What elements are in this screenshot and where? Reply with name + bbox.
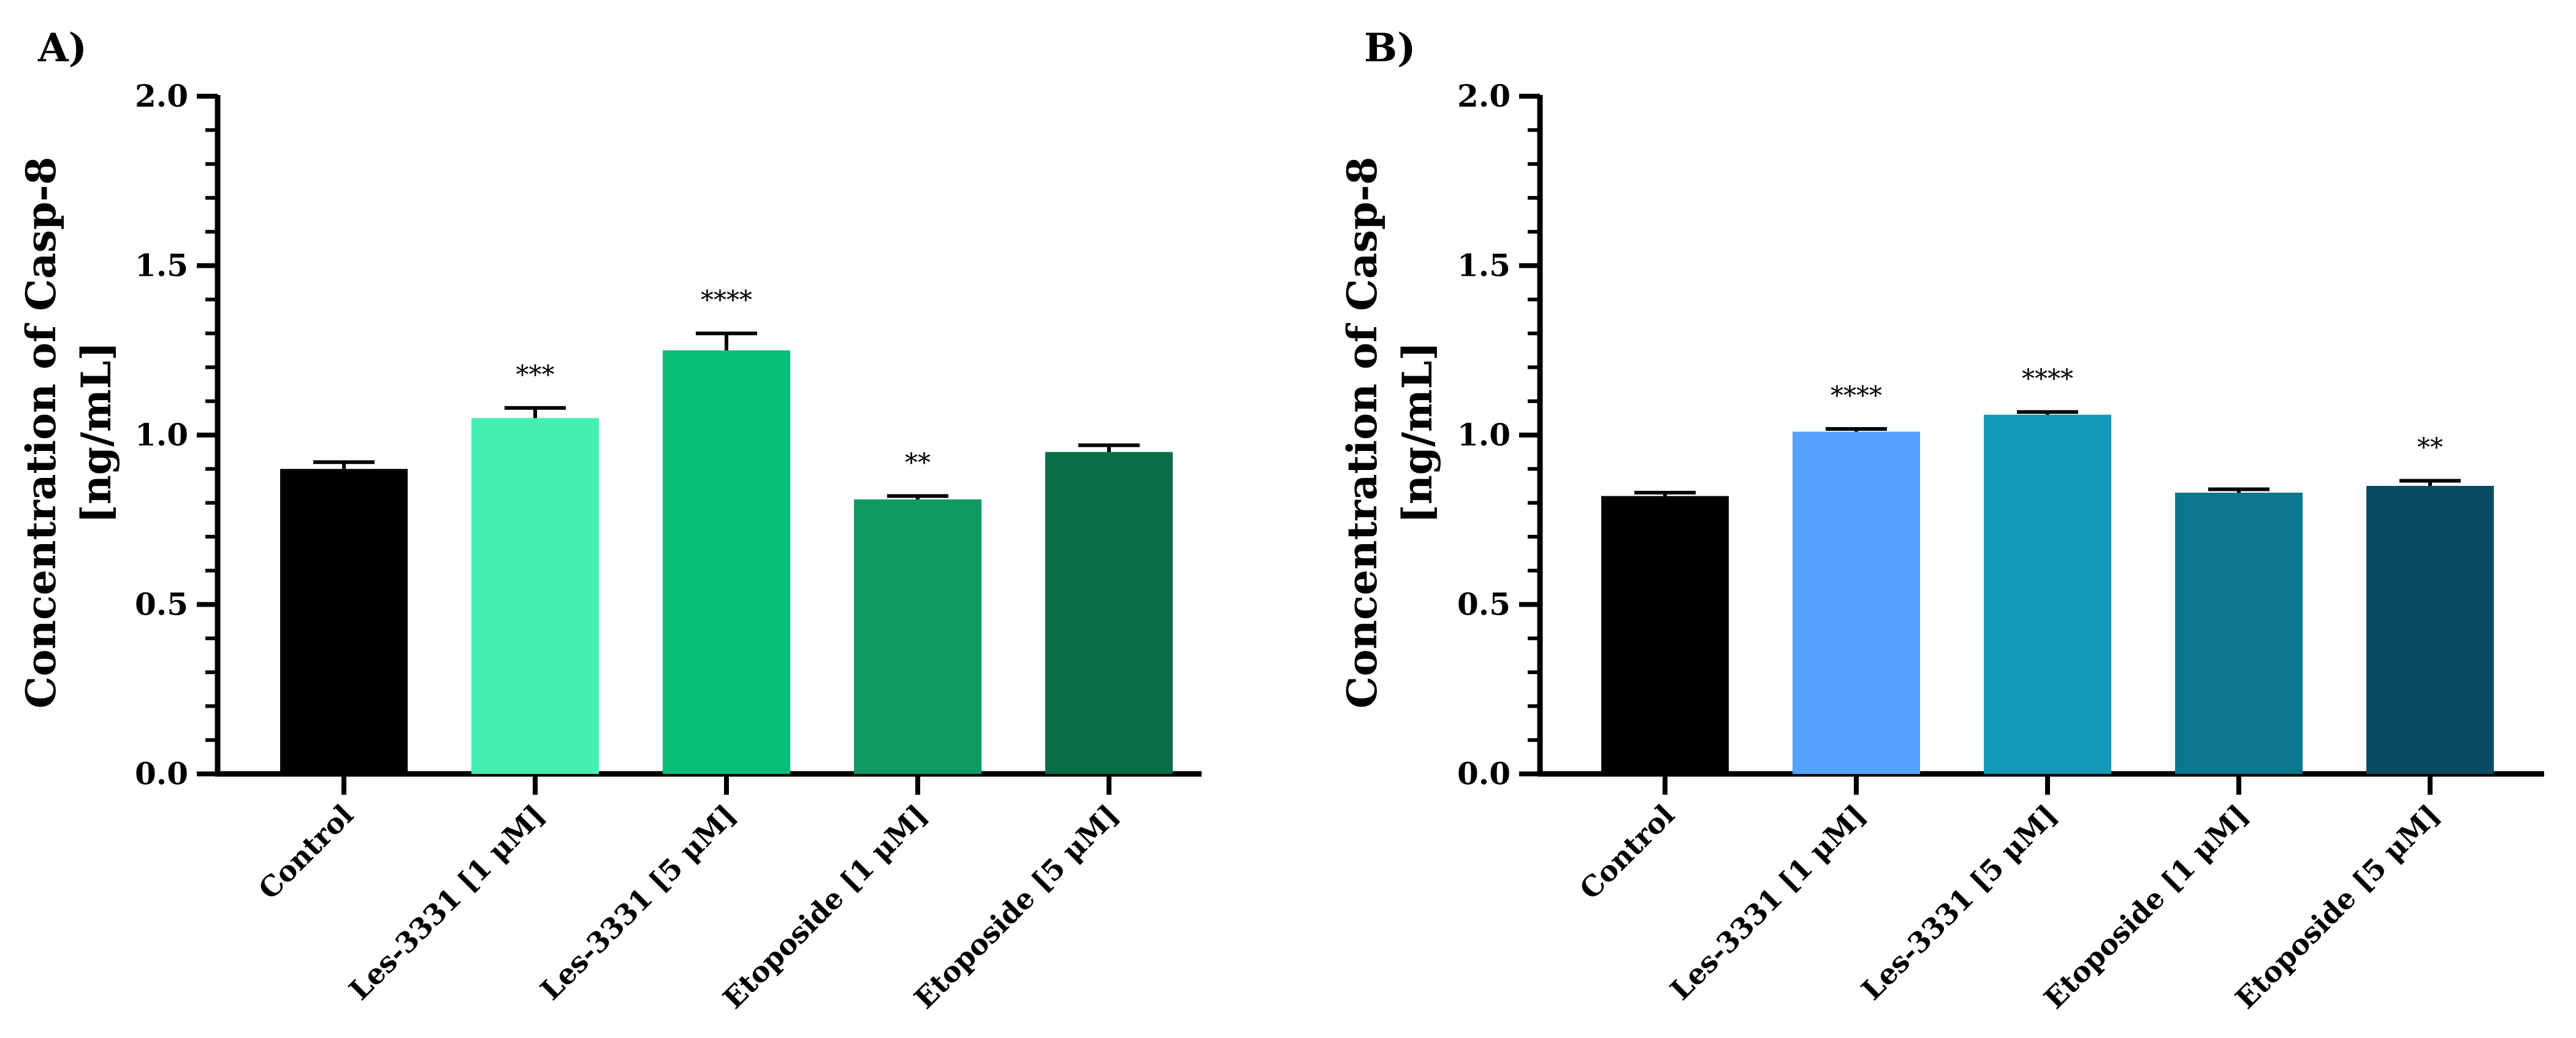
bar: [2366, 485, 2494, 774]
bar: [1984, 414, 2111, 774]
bar: [471, 418, 599, 774]
bar: [280, 469, 408, 774]
panel-b-label: B): [1364, 25, 1416, 71]
category-label: Les-3331 [5 μM]: [1855, 798, 2063, 1007]
significance-label: ***: [516, 360, 555, 390]
panel-b-ylabel-line2: [ng/mL]: [1393, 342, 1441, 524]
category-label: Etoposide [1 μM]: [717, 798, 934, 1015]
y-tick-label: 2.0: [135, 78, 188, 114]
panel-a-plot: 0.0 0.5 1.0 1.5 2.0 Control *** Les-3331 [1 μM]…: [135, 78, 1202, 1015]
bar: [1793, 431, 1920, 774]
panel-a-label: A): [37, 25, 87, 71]
bar: [663, 350, 790, 774]
panel-a-ylabel-line2: [ng/mL]: [72, 342, 120, 524]
category-label: Control: [252, 798, 360, 906]
y-tick-label: 1.5: [1457, 248, 1511, 284]
y-tick-label: 1.5: [135, 248, 188, 284]
category-label: Etoposide [5 μM]: [2229, 798, 2446, 1015]
category-label: Etoposide [5 μM]: [908, 798, 1125, 1015]
y-tick-label: 2.0: [1457, 78, 1511, 114]
significance-label: ****: [1831, 381, 1882, 411]
y-tick-label: 0.0: [135, 756, 188, 792]
panel-b: B) Concentration of Casp-8 [ng/mL] 0.00.…: [1338, 25, 2544, 1015]
y-tick-label: 0.5: [135, 586, 188, 623]
y-tick-label: 0.5: [1457, 586, 1511, 623]
category-label: Etoposide [1 μM]: [2038, 798, 2255, 1015]
category-label: Les-3331 [1 μM]: [1664, 798, 1872, 1007]
panel-a-ylabel-line1: Concentration of Casp-8: [17, 157, 65, 709]
category-label: Les-3331 [5 μM]: [534, 798, 742, 1007]
significance-label: **: [2417, 433, 2443, 463]
panel-b-ylabel-line1: Concentration of Casp-8: [1338, 157, 1386, 709]
y-tick-label: 1.0: [135, 417, 188, 453]
bar: [1045, 452, 1173, 774]
category-label: Control: [1573, 798, 1681, 906]
bar: [2175, 493, 2303, 774]
y-tick-label: 1.0: [1457, 417, 1511, 453]
panel-b-plot: 0.0 0.5 1.0 1.5 2.0 Control **** Les-3331 [1 μM…: [1457, 78, 2544, 1015]
panel-a: A) Concentration of Casp-8 [ng/mL] 0.00.…: [17, 25, 1202, 1015]
category-label: Les-3331 [1 μM]: [343, 798, 551, 1007]
significance-label: **: [905, 448, 931, 478]
bar: [1601, 496, 1729, 774]
y-tick-label: 0.0: [1457, 756, 1511, 792]
significance-label: ****: [701, 285, 752, 315]
bar: [854, 499, 981, 774]
significance-label: ****: [2022, 363, 2073, 393]
